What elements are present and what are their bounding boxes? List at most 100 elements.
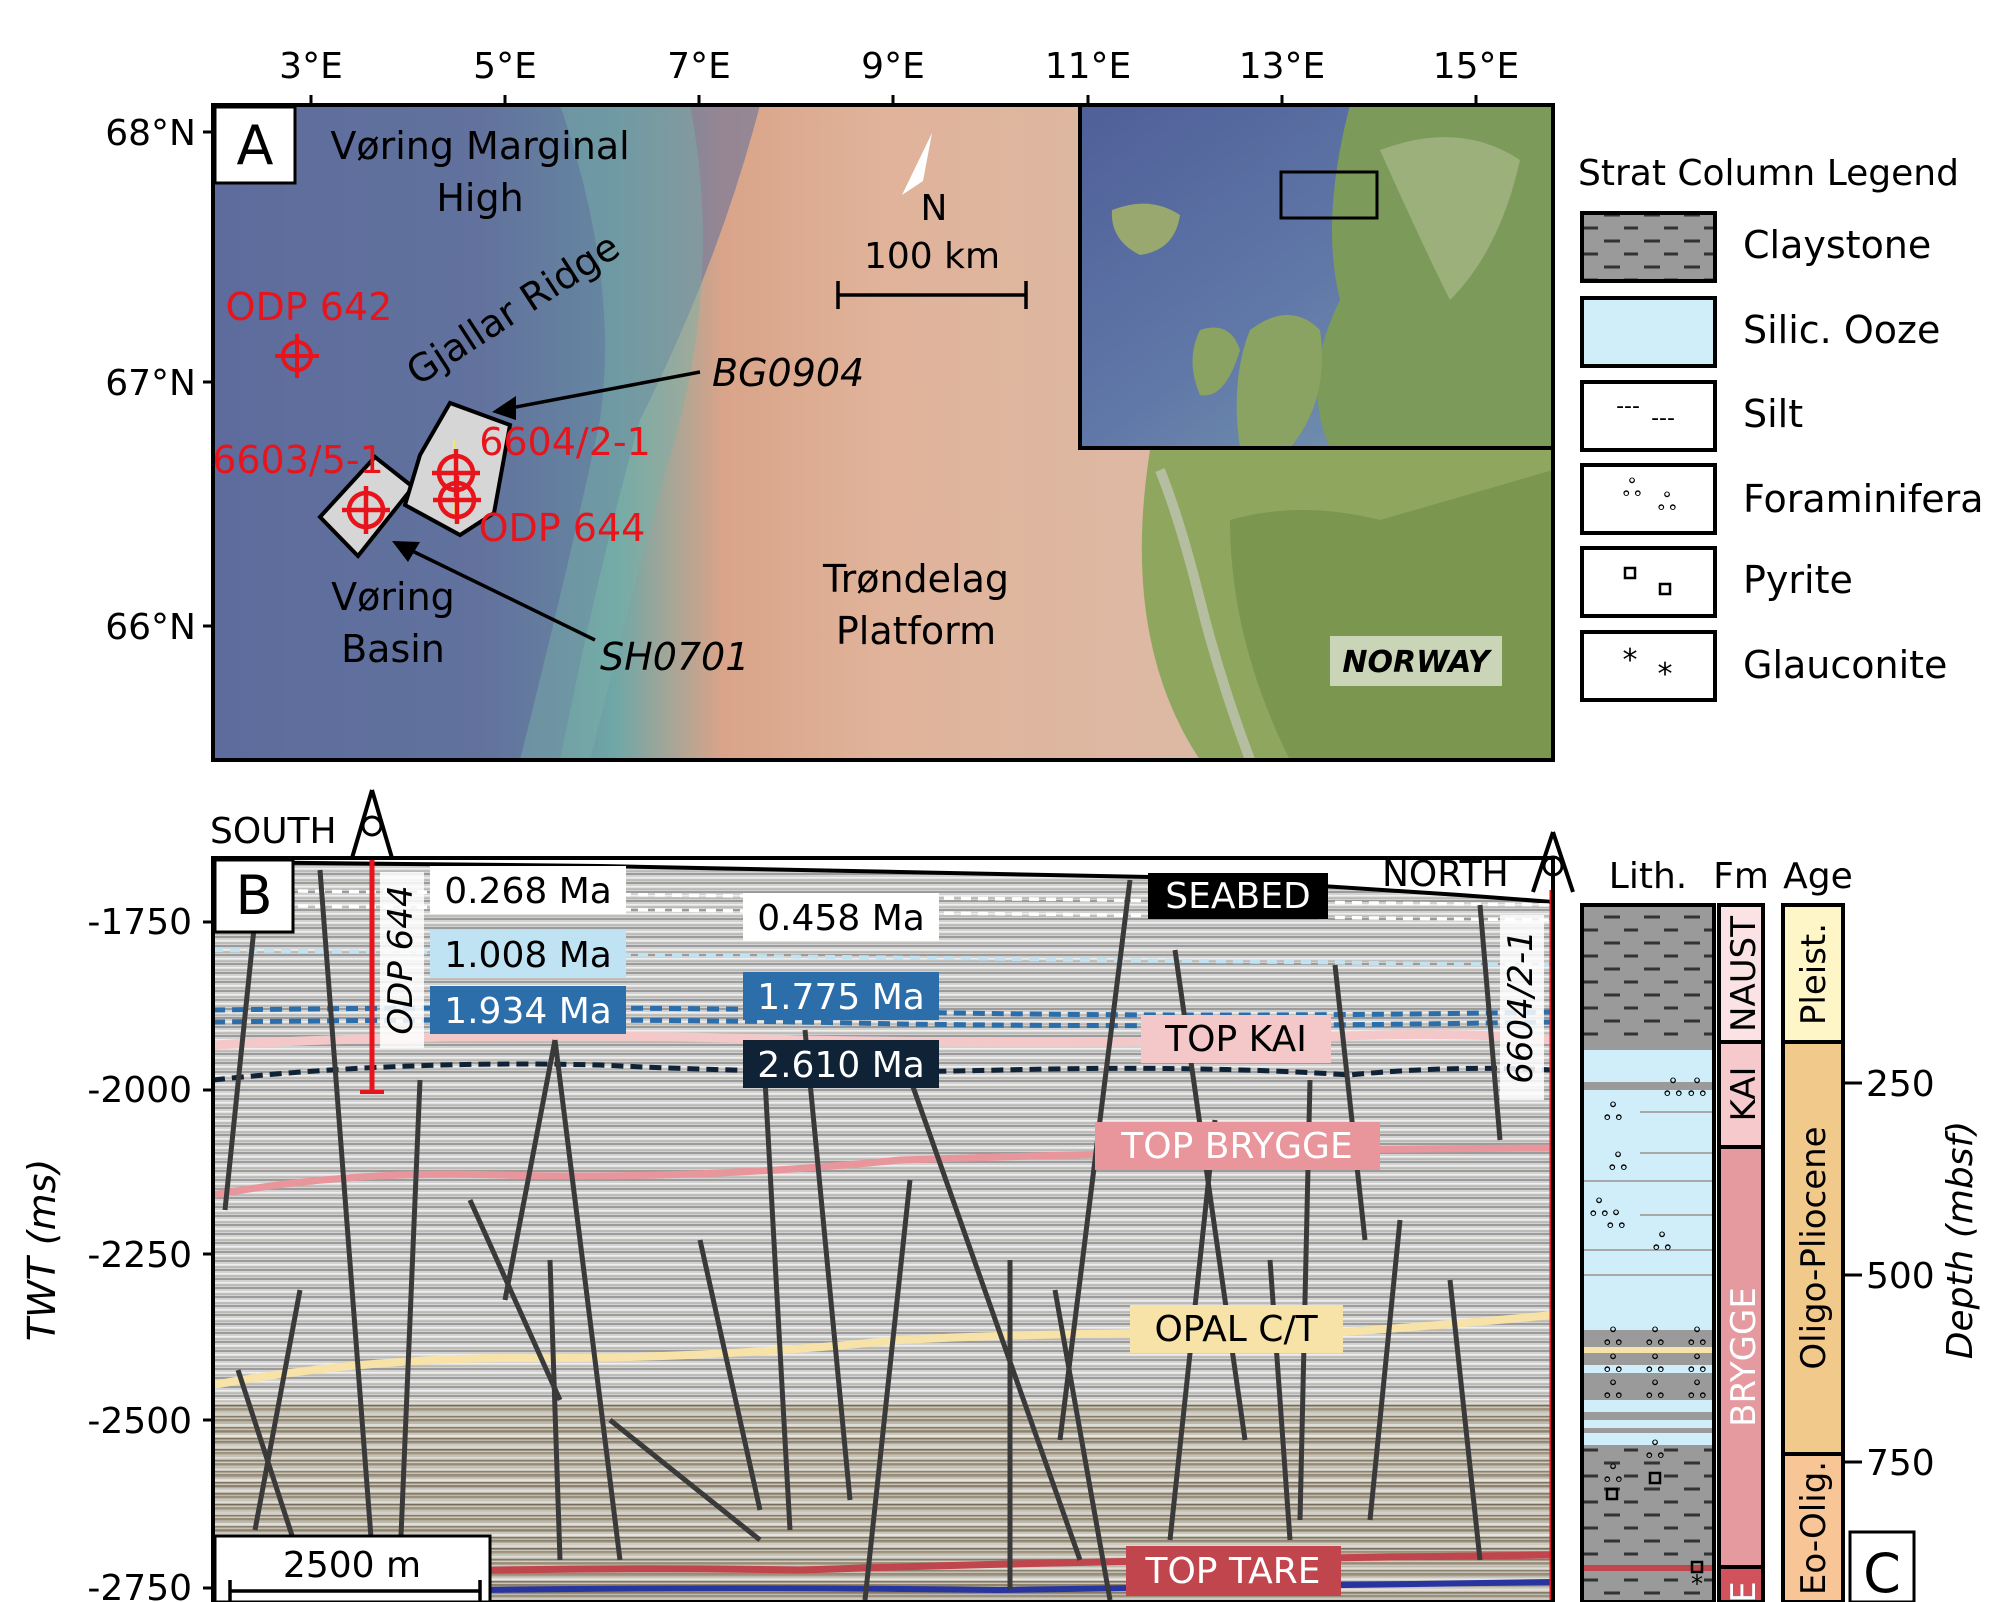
svg-text:ஃ: ஃ bbox=[1590, 1194, 1609, 1222]
svg-text:Silt: Silt bbox=[1743, 392, 1803, 436]
svg-text:ஃ: ஃ bbox=[1623, 474, 1642, 502]
svg-text:ஃ: ஃ bbox=[1646, 1323, 1665, 1351]
formation-naust: NAUST bbox=[1724, 916, 1764, 1032]
well-label-6603-5-1: 6603/5-1 bbox=[212, 438, 384, 482]
svg-text:ஃ: ஃ bbox=[1688, 1350, 1707, 1378]
svg-text:ஃ: ஃ bbox=[1664, 1074, 1683, 1102]
svg-text:ஃ: ஃ bbox=[1646, 1376, 1665, 1404]
horizon-seabed bbox=[213, 860, 1553, 904]
survey-label-bg0904: BG0904 bbox=[712, 351, 864, 395]
direction-north: NORTH bbox=[1382, 854, 1509, 895]
svg-text:---: --- bbox=[1651, 406, 1675, 431]
map-scale-label: 100 km bbox=[864, 236, 1000, 277]
svg-text:Glauconite: Glauconite bbox=[1743, 643, 1947, 687]
col-header-fm: Fm bbox=[1713, 856, 1769, 897]
twt-tick-1750: -1750 bbox=[87, 902, 192, 943]
survey-label-sh0701: SH0701 bbox=[600, 635, 749, 679]
formation-brygge: BRYGGE bbox=[1724, 1287, 1764, 1427]
label-voring-basin-2: Basin bbox=[341, 627, 445, 671]
legend-item-glauconite: * * Glauconite bbox=[1580, 630, 1947, 702]
age-label-2610: 2.610 Ma bbox=[757, 1045, 925, 1086]
well-label-odp-644: ODP 644 bbox=[479, 506, 646, 550]
north-arrow-label: N bbox=[921, 188, 948, 229]
lon-tick-13e: 13°E bbox=[1239, 46, 1326, 87]
col-header-age: Age bbox=[1783, 856, 1853, 897]
legend-title: Strat Column Legend bbox=[1578, 153, 1959, 194]
svg-text:ஃ: ஃ bbox=[1604, 1323, 1623, 1351]
svg-text:*: * bbox=[1691, 1570, 1703, 1598]
panel-a-map: 3°E 5°E 7°E 9°E 11°E 13°E 15°E 68°N 67°N… bbox=[105, 46, 1555, 762]
lon-tick-11e: 11°E bbox=[1045, 46, 1132, 87]
horizon-top-kai bbox=[213, 1029, 1553, 1050]
horizon-label-seabed: SEABED bbox=[1165, 876, 1310, 917]
horizon-opal-ct bbox=[213, 1311, 1553, 1389]
horizon-label-opal-ct: OPAL C/T bbox=[1154, 1309, 1318, 1350]
svg-text:*: * bbox=[1623, 643, 1638, 678]
well-6604-2-1: 6604/2-1 bbox=[432, 420, 651, 497]
svg-text:ஃ: ஃ bbox=[1653, 1228, 1672, 1256]
label-voring-basin-1: Vøring bbox=[331, 575, 455, 619]
well-odp-644: ODP 644 bbox=[433, 476, 645, 550]
col-header-lith: Lith. bbox=[1609, 856, 1687, 897]
age-label-1934: 1.934 Ma bbox=[444, 991, 612, 1032]
formation-column: NAUST KAI BRYGGE E bbox=[1717, 903, 1765, 1602]
lon-tick-7e: 7°E bbox=[667, 46, 731, 87]
svg-text:ஃ: ஃ bbox=[1604, 1098, 1623, 1126]
lon-tick-3e: 3°E bbox=[279, 46, 343, 87]
svg-text:ஃ: ஃ bbox=[1688, 1376, 1707, 1404]
depth-axis-title: Depth (mbsf) bbox=[1940, 1121, 1981, 1360]
twt-axis-title: TWT (ms) bbox=[20, 1159, 64, 1342]
label-voring-high-2: High bbox=[436, 176, 523, 220]
depth-tick-500: 500 bbox=[1866, 1256, 1935, 1297]
lat-tick-66n: 66°N bbox=[105, 607, 196, 648]
legend-item-silic-ooze: Silic. Ooze bbox=[1580, 296, 1940, 368]
svg-text:Pyrite: Pyrite bbox=[1743, 558, 1853, 602]
svg-text:Silic. Ooze: Silic. Ooze bbox=[1743, 308, 1940, 352]
section-scale-bar: 2500 m bbox=[213, 1534, 492, 1602]
svg-text:ஃ: ஃ bbox=[1604, 1350, 1623, 1378]
depth-tick-250: 250 bbox=[1866, 1064, 1935, 1105]
panel-a-label: A bbox=[237, 114, 274, 177]
age-label-1008: 1.008 Ma bbox=[444, 935, 612, 976]
twt-tick-2500: -2500 bbox=[87, 1401, 192, 1442]
svg-text:Foraminifera: Foraminifera bbox=[1743, 477, 1984, 521]
age-eo-olig: Eo-Olig. bbox=[1794, 1461, 1834, 1595]
svg-text:ஃ: ஃ bbox=[1609, 1148, 1628, 1176]
svg-text:*: * bbox=[1658, 657, 1673, 692]
age-pleist: Pleist. bbox=[1794, 923, 1834, 1025]
direction-south: SOUTH bbox=[210, 811, 337, 852]
svg-text:Claystone: Claystone bbox=[1743, 223, 1931, 267]
age-label-1775: 1.775 Ma bbox=[757, 977, 925, 1018]
svg-text:ஃ: ஃ bbox=[1604, 1460, 1623, 1488]
twt-tick-2000: -2000 bbox=[87, 1070, 192, 1111]
twt-tick-2250: -2250 bbox=[87, 1235, 192, 1276]
label-voring-high-1: Vøring Marginal bbox=[330, 124, 629, 168]
legend-item-claystone: Claystone bbox=[1580, 211, 1931, 283]
well-label-b-odp-644: ODP 644 bbox=[381, 885, 421, 1034]
north-arrow: N bbox=[902, 133, 947, 229]
legend-item-pyrite: Pyrite bbox=[1580, 546, 1853, 618]
strat-column-legend: Strat Column Legend Claystone Silic. Ooz… bbox=[1578, 153, 1984, 702]
age-label-0268: 0.268 Ma bbox=[444, 871, 612, 912]
svg-text:ஃ: ஃ bbox=[1688, 1323, 1707, 1351]
age-oligo-pliocene: Oligo-Pliocene bbox=[1794, 1126, 1834, 1369]
svg-text:ஃ: ஃ bbox=[1607, 1206, 1626, 1234]
lon-tick-5e: 5°E bbox=[473, 46, 537, 87]
svg-text:---: --- bbox=[1616, 394, 1640, 419]
svg-text:ஃ: ஃ bbox=[1646, 1436, 1665, 1464]
svg-text:ஃ: ஃ bbox=[1646, 1350, 1665, 1378]
horizon-label-top-kai: TOP KAI bbox=[1164, 1019, 1307, 1060]
map-scale-bar: 100 km bbox=[836, 236, 1028, 309]
twt-tick-2750: -2750 bbox=[87, 1568, 192, 1602]
depth-tick-750: 750 bbox=[1866, 1443, 1935, 1484]
svg-text:ஃ: ஃ bbox=[1658, 488, 1677, 516]
label-trondelag-1: Trøndelag bbox=[822, 557, 1009, 601]
age-label-0458: 0.458 Ma bbox=[757, 898, 925, 939]
lon-tick-15e: 15°E bbox=[1433, 46, 1520, 87]
legend-item-silt: --- --- Silt bbox=[1580, 380, 1803, 452]
formation-kai: KAI bbox=[1724, 1067, 1764, 1122]
svg-text:ஃ: ஃ bbox=[1604, 1376, 1623, 1404]
